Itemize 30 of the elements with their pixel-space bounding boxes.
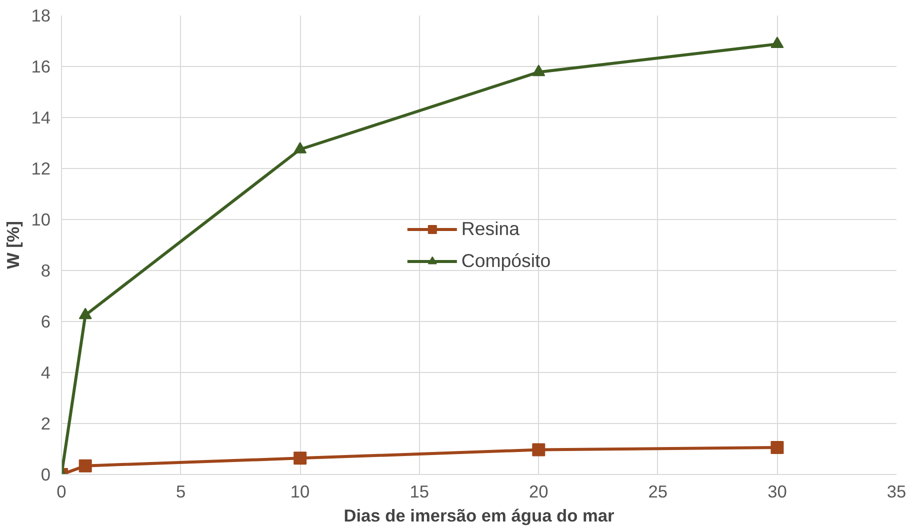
x-axis-title: Dias de imersão em água do mar: [344, 506, 615, 526]
point: [770, 440, 784, 454]
point: [532, 64, 546, 76]
legend-label: Compósito: [461, 250, 551, 272]
point: [78, 308, 92, 320]
x-tick-label: 30: [768, 482, 787, 502]
y-tick-label: 4: [40, 362, 51, 382]
x-tick-label: 5: [176, 482, 186, 502]
y-tick-label: 0: [40, 464, 51, 484]
y-tick-label: 2: [40, 414, 51, 434]
legend-label: Resina: [461, 218, 520, 240]
point: [532, 443, 546, 456]
x-tick-label: 20: [529, 482, 548, 502]
y-axis-title: W [%]: [3, 220, 24, 270]
x-tick-label: 35: [886, 482, 906, 502]
point: [78, 459, 92, 472]
y-tick-label: 6: [40, 312, 51, 332]
y-tick-label: 10: [31, 210, 51, 230]
x-tick-label: 15: [410, 482, 429, 502]
y-tick-label: 8: [40, 260, 51, 280]
y-tick-label: 16: [31, 56, 51, 76]
point: [294, 452, 307, 465]
x-tick-label: 25: [648, 482, 668, 502]
x-tick-label: 0: [56, 482, 66, 502]
y-tick-label: 14: [31, 108, 51, 128]
point: [770, 36, 784, 48]
x-tick-label: 10: [290, 482, 310, 502]
y-tick-label: 12: [31, 158, 51, 178]
point: [294, 142, 307, 154]
y-tick-label: 18: [31, 6, 51, 26]
